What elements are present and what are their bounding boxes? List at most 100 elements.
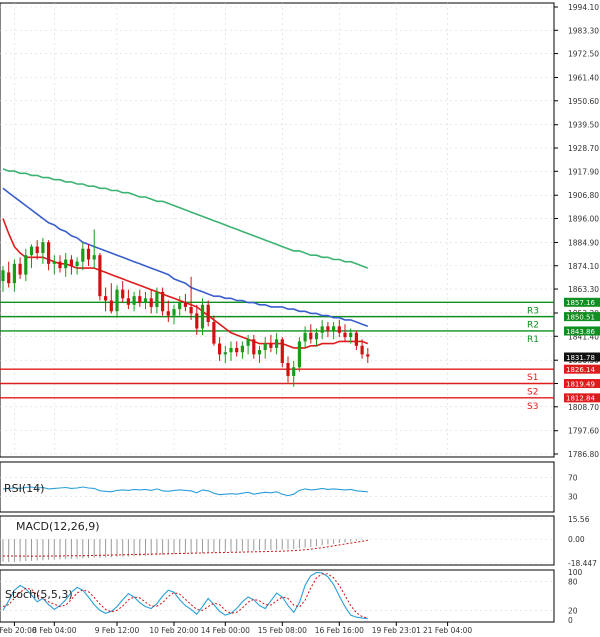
- candle-body-bull: [143, 298, 148, 303]
- time-tick-label: 16 Feb 16:00: [315, 626, 364, 635]
- candle-body-bull: [41, 242, 45, 254]
- candle-body-bear: [280, 339, 284, 364]
- candle-body-bear: [206, 304, 210, 323]
- level-price-tag-s1: [564, 364, 600, 374]
- time-tick-label: 15 Feb 08:00: [258, 626, 307, 635]
- level-price-label-s1: 1826.14: [566, 366, 595, 374]
- time-tick-label: 14 Feb 00:00: [201, 626, 250, 635]
- candle-body-bear: [183, 302, 187, 307]
- candle-body-bear: [235, 347, 239, 353]
- rsi-title: RSI(14): [4, 482, 44, 495]
- price-panel-frame: [0, 2, 555, 458]
- level-price-label-r2: 1850.51: [566, 313, 595, 321]
- level-price-tag-r2: [564, 312, 600, 322]
- candle-body-bear: [269, 343, 273, 348]
- candle-body-bear: [189, 306, 193, 314]
- candle-body-bull: [200, 304, 205, 329]
- price-tick-label: 1972.50: [568, 50, 599, 59]
- candle-body-bull: [229, 347, 233, 353]
- price-tick-label: 1884.90: [568, 238, 599, 247]
- candle-body-bear: [18, 263, 22, 275]
- candle-body-bear: [166, 311, 170, 316]
- level-name-r1: R1: [527, 335, 539, 345]
- candle-body-bull: [223, 352, 227, 355]
- candle-body-bear: [149, 298, 153, 307]
- pivot-level-names: R3 R2 R1 S1 S2 S3: [527, 306, 539, 412]
- candle-body-bull: [332, 326, 336, 331]
- candle-body-bull: [275, 339, 279, 348]
- price-tick-label: 1808.70: [568, 403, 599, 412]
- candle-body-bull: [263, 343, 267, 351]
- candle-body-bull: [132, 296, 136, 305]
- candle-body-bull: [29, 246, 34, 256]
- candle-body-bull: [52, 261, 56, 264]
- price-tick-label: 1939.50: [568, 121, 599, 130]
- candle-body-bull: [303, 332, 307, 342]
- candle-body-bull: [115, 289, 119, 312]
- level-price-tag-s2: [564, 379, 600, 389]
- candle-body-bear: [360, 345, 364, 355]
- candle-body-bear: [309, 332, 313, 340]
- price-tick-label: 1983.30: [568, 26, 599, 35]
- macd-tick-label: 0.00: [568, 535, 585, 544]
- time-tick-label: 8 Feb 04:00: [32, 626, 77, 635]
- candle-body-bear: [58, 261, 62, 269]
- price-tick-label: 1950.60: [568, 97, 599, 106]
- candle-body-bear: [326, 326, 330, 331]
- candle-body-bull: [155, 291, 159, 307]
- level-price-label-r3: 1857.16: [566, 299, 595, 307]
- candlesticks: [1, 229, 370, 387]
- price-tick-label: 1896.00: [568, 215, 599, 224]
- price-tick-label: 1786.80: [568, 450, 599, 459]
- candle-body-bear: [218, 343, 222, 355]
- candle-body-bear: [252, 339, 256, 355]
- macd-title: MACD(12,26,9): [16, 520, 100, 533]
- level-name-s2: S2: [527, 388, 538, 398]
- rsi-line: [2, 486, 368, 497]
- stoch-panel-frame: [0, 569, 555, 623]
- candle-body-bear: [98, 255, 102, 297]
- price-tick-label: 1994.10: [568, 3, 599, 12]
- candle-body-bull: [314, 332, 319, 340]
- time-tick-label: 19 Feb 23:01: [372, 626, 421, 635]
- rsi-plot: [2, 486, 368, 497]
- candle-body-bear: [343, 332, 347, 338]
- candle-body-bear: [138, 296, 142, 303]
- candle-body-bear: [286, 363, 290, 376]
- candle-body-bull: [178, 302, 182, 310]
- candle-body-bear: [7, 272, 11, 284]
- level-price-tag-r3: [564, 297, 600, 307]
- stoch-k-line: [2, 571, 368, 620]
- candle-body-bull: [297, 341, 301, 368]
- candle-body-bear: [161, 291, 165, 312]
- price-tick-label: 1863.30: [568, 285, 599, 294]
- stoch-tick-label: 80: [568, 578, 578, 587]
- pivot-level-lines: [0, 301, 554, 399]
- time-tick-label: 7 Feb 20:00: [0, 626, 37, 635]
- candle-body-bull: [240, 345, 244, 353]
- last-price-tag: [564, 352, 600, 362]
- candle-body-bull: [1, 270, 5, 282]
- candle-body-bear: [212, 322, 216, 344]
- stoch-tick-label: 100: [568, 568, 583, 577]
- candle-body-bear: [366, 354, 370, 357]
- candle-body-bull: [92, 255, 96, 260]
- level-name-r3: R3: [527, 306, 539, 316]
- candle-body-bull: [349, 332, 353, 338]
- stoch-tick-label: 0: [568, 616, 573, 625]
- candle-body-bear: [121, 289, 125, 299]
- candle-body-bull: [292, 367, 296, 376]
- candle-body-bear: [35, 246, 39, 254]
- macd-tick-label: 15.56: [568, 515, 590, 524]
- level-price-label-r1: 1843.86: [566, 328, 595, 336]
- rsi-panel-frame: [0, 461, 555, 513]
- candle-body-bull: [246, 339, 250, 346]
- candle-body-bear: [47, 242, 51, 264]
- level-price-label-s2: 1819.49: [566, 380, 595, 388]
- level-name-s1: S1: [527, 373, 538, 383]
- rsi-tick-label: 30: [568, 493, 578, 502]
- price-tick-label: 1917.90: [568, 167, 599, 176]
- candle-body-bear: [195, 313, 199, 329]
- time-axis: 7 Feb 20:008 Feb 04:00 9 Feb 12:00 10 Feb …: [0, 622, 472, 635]
- level-name-s3: S3: [527, 402, 538, 412]
